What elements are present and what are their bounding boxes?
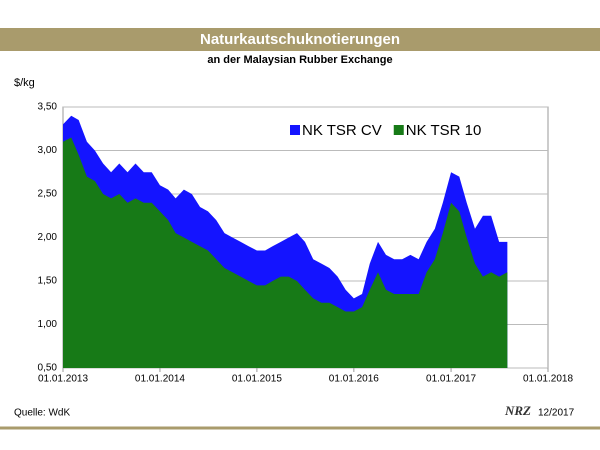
y-tick-label: 3,50: [38, 102, 58, 113]
x-tick-label: 01.01.2014: [135, 374, 185, 385]
y-axis-label: $/kg: [14, 77, 35, 89]
x-tick-label: 01.01.2013: [38, 374, 88, 385]
date: 12/2017: [538, 408, 575, 419]
x-tick-label: 01.01.2017: [426, 374, 476, 385]
y-tick-label: 1,50: [38, 276, 58, 287]
legend-swatch: [393, 125, 404, 135]
plot: 0,50 1,00 1,50 2,00 2,50 3,00 3,50 01.01.2013 01…: [38, 102, 574, 385]
logo: NRZ: [504, 403, 531, 418]
y-tick-label: 1,00: [38, 319, 58, 330]
y-tick-label: 3,00: [38, 145, 58, 156]
y-tick-label: 2,50: [38, 189, 58, 200]
y-tick-label: 0,50: [38, 363, 58, 374]
source: Quelle: WdK: [14, 408, 70, 419]
x-tick-label: 01.01.2016: [329, 374, 379, 385]
legend-swatch: [290, 125, 300, 135]
x-tick-label: 01.01.2015: [232, 374, 282, 385]
chart-subtitle: an der Malaysian Rubber Exchange: [207, 54, 392, 66]
chart-title: Naturkautschuknotierungen: [200, 31, 400, 48]
title-banner: [0, 28, 600, 51]
legend-label: NK TSR CV: [302, 122, 382, 139]
legend-label: NK TSR 10: [406, 122, 482, 139]
area: [63, 137, 508, 368]
y-tick-label: 2,00: [38, 232, 58, 243]
x-tick-label: 01.01.2018: [523, 374, 573, 385]
